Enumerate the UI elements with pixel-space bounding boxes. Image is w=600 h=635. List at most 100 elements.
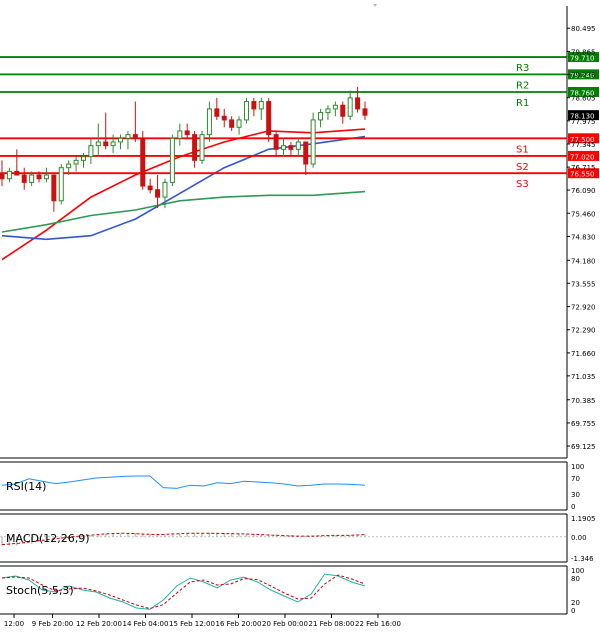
level-name: R3	[516, 63, 529, 74]
candle-body	[221, 115, 227, 121]
price-tick-label: 77.975	[571, 118, 596, 126]
candle-body	[214, 108, 220, 117]
candle-body	[340, 104, 346, 117]
price-tick-label: 75.460	[571, 210, 596, 218]
rsi-line	[1, 475, 366, 489]
candle-body	[73, 159, 79, 165]
price-tick-label: 72.920	[571, 304, 596, 312]
candle-body	[36, 174, 42, 180]
candle-body	[88, 145, 94, 158]
candle-body	[66, 163, 72, 169]
level-name: S3	[516, 179, 529, 190]
candle-body	[162, 181, 168, 198]
candle-body	[355, 97, 361, 110]
candle-body	[177, 130, 183, 139]
candle-body	[236, 119, 242, 128]
candle-body	[332, 104, 338, 110]
indicator-tick-label: 100	[571, 567, 584, 575]
level-tag	[568, 69, 599, 80]
candle-body	[310, 119, 316, 165]
level-name: S1	[516, 144, 529, 155]
candle-body	[251, 101, 257, 110]
candle-body	[281, 145, 287, 150]
indicator-tick-label: 70	[571, 475, 580, 483]
candle-body	[125, 134, 131, 139]
price-tick-label: 71.035	[571, 373, 596, 381]
candle-body	[155, 189, 161, 198]
ma-line	[1, 190, 366, 233]
candle-body	[243, 101, 249, 121]
macd-signal-line	[1, 532, 366, 546]
time-label: 15 Feb 12:00	[169, 620, 215, 628]
candle-body	[199, 134, 205, 161]
indicator-tick-label: 30	[571, 491, 580, 499]
candle-body	[288, 145, 294, 150]
indicator-tick-label: 0	[571, 607, 575, 615]
price-tick-label: 80.495	[571, 25, 596, 33]
price-tick-label: 69.125	[571, 443, 596, 451]
candle-body	[6, 170, 12, 180]
price-tick-label: 72.290	[571, 327, 596, 335]
candle-body	[273, 134, 279, 150]
current-price-label: 78.130	[570, 113, 595, 121]
level-value: 77.500	[570, 136, 595, 144]
level-name: R1	[516, 98, 529, 109]
candle-body	[80, 156, 86, 161]
time-label: 16 Feb 20:00	[216, 620, 262, 628]
time-label: 12 Feb 20:00	[76, 620, 122, 628]
price-tick-label: 79.865	[571, 48, 596, 56]
level-value: 76.550	[570, 171, 595, 179]
indicator-tick-label: 80	[571, 575, 580, 583]
candle-body	[169, 137, 175, 183]
candle-body	[192, 134, 198, 161]
price-tick-label: 79.235	[571, 72, 596, 80]
price-tick-label: 73.555	[571, 280, 596, 288]
time-label: 22 Feb 16:00	[355, 620, 401, 628]
level-value: 78.760	[570, 89, 595, 97]
level-value: 79.710	[570, 55, 595, 63]
indicator-tick-label: -1.346	[571, 555, 594, 563]
level-value: 79.240	[570, 72, 595, 80]
price-tick-label: 70.385	[571, 397, 596, 405]
time-label: 21 Feb 08:00	[309, 620, 355, 628]
time-label: 20 Feb 00:00	[262, 620, 308, 628]
level-name: S2	[516, 162, 529, 173]
indicator-name: MACD(12,26,9)	[6, 532, 90, 545]
candle-body	[318, 112, 324, 121]
candle-body	[362, 108, 368, 116]
level-tag	[568, 133, 599, 144]
candle-body	[110, 141, 116, 147]
indicator-tick-label: 0	[571, 503, 575, 511]
candle-body	[229, 119, 235, 128]
candle-body	[118, 137, 124, 143]
candle-body	[29, 174, 35, 183]
price-tick-label: 74.830	[571, 233, 596, 241]
candle-body	[132, 134, 138, 139]
candle-body	[95, 141, 101, 147]
level-tag	[568, 168, 599, 179]
price-tick-label: 69.755	[571, 420, 596, 428]
price-tick-label: 76.090	[571, 187, 596, 195]
price-tick-label: 71.660	[571, 350, 596, 358]
candle-body	[206, 108, 212, 136]
level-tag	[568, 86, 599, 97]
candle-body	[0, 172, 5, 180]
indicator-tick-label: 100	[571, 463, 584, 471]
candle-body	[303, 141, 309, 165]
candle-body	[347, 97, 353, 117]
candle-body	[58, 167, 64, 202]
candle-body	[147, 185, 153, 191]
candle-body	[325, 108, 331, 114]
indicator-tick-label: 0.00	[571, 534, 587, 542]
candle-body	[295, 141, 301, 150]
candle-body	[266, 101, 272, 136]
time-label: 9 Feb 20:00	[32, 620, 73, 628]
candle-body	[14, 170, 20, 176]
indicator-panels: RSI(14) 100 70 30 0 MACD(12,26,9) 1.1905 0.00 -1…	[0, 463, 596, 615]
level-tag	[568, 52, 599, 63]
time-label: 12:00	[4, 620, 24, 628]
level-tag	[568, 150, 599, 161]
indicator-tick-label: 1.1905	[571, 515, 596, 523]
candle-body	[140, 137, 146, 187]
